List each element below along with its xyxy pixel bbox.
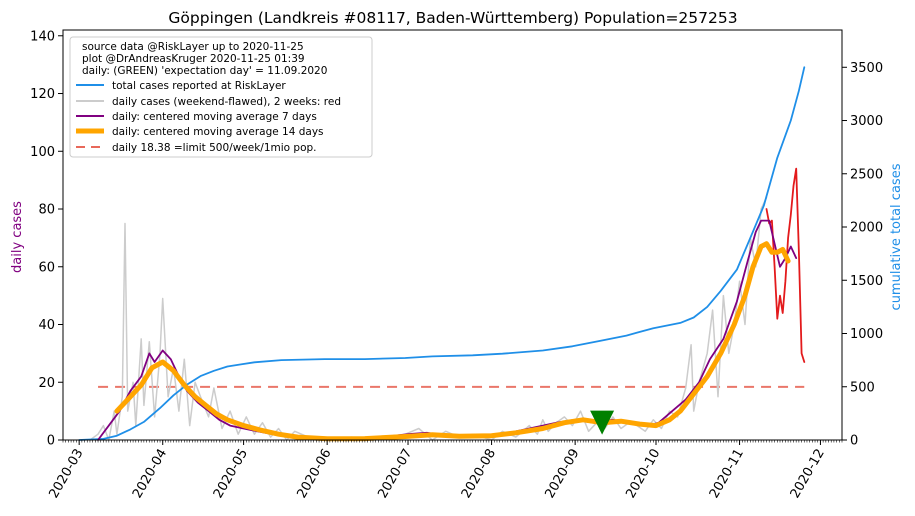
- y-axis-label-left: daily cases: [10, 201, 25, 273]
- series-group: [78, 66, 806, 442]
- legend-label-total: total cases reported at RiskLayer: [112, 80, 286, 92]
- expectation-marker-group: [590, 410, 615, 435]
- left-tick-label: 0: [47, 434, 55, 449]
- x-tick-label: 2020-09: [542, 447, 582, 502]
- left-tick-label: 80: [38, 203, 55, 218]
- right-tick-label: 500: [850, 380, 875, 395]
- legend-label-ma7: daily: centered moving average 7 days: [112, 111, 317, 123]
- legend-label-daily: daily cases (weekend-flawed), 2 weeks: r…: [112, 96, 341, 108]
- left-axis-ticks: 0 20 40 60 80 100 120 140: [30, 29, 63, 449]
- right-tick-label: 3000: [850, 114, 883, 129]
- x-tick-label: 2020-06: [294, 447, 334, 502]
- legend: source data @RiskLayer up to 2020-11-25 …: [69, 36, 373, 158]
- right-axis-ticks: 0 500 1000 1500 2000 2500 3000 3500: [842, 61, 883, 449]
- y-axis-label-right: cumulative total cases: [889, 163, 904, 310]
- right-tick-label: 3500: [850, 61, 883, 76]
- legend-label-limit: daily 18.38 =limit 500/week/1mio pop.: [112, 142, 317, 154]
- right-tick-label: 2000: [850, 221, 883, 236]
- x-tick-label: 2020-10: [623, 447, 663, 502]
- info-line-3: daily: (GREEN) 'expectation day' = 11.09…: [82, 65, 327, 77]
- plot-frame: [62, 29, 843, 441]
- left-tick-label: 20: [38, 376, 55, 391]
- x-tick-label: 2020-12: [788, 447, 828, 502]
- left-tick-label: 140: [30, 29, 55, 44]
- info-line-2: plot @DrAndreasKruger 2020-11-25 01:39: [82, 53, 305, 65]
- right-tick-label: 1000: [850, 327, 883, 342]
- left-tick-label: 60: [38, 260, 55, 275]
- right-tick-label: 1500: [850, 274, 883, 289]
- series-line-total: [78, 66, 806, 441]
- legend-label-ma14: daily: centered moving average 14 days: [112, 126, 324, 138]
- right-tick-label: 0: [850, 434, 858, 449]
- left-tick-label: 120: [30, 87, 55, 102]
- x-tick-label: 2020-03: [46, 447, 86, 502]
- series-line-ma14: [114, 241, 791, 442]
- x-tick-label: 2020-11: [707, 447, 747, 502]
- series-line-daily: [89, 196, 768, 441]
- x-tick-label: 2020-07: [375, 447, 415, 502]
- x-tick-label: 2020-05: [211, 447, 251, 502]
- x-tick-label: 2020-04: [130, 447, 170, 502]
- expectation-day-marker: [590, 410, 615, 435]
- x-tick-label: 2020-08: [459, 447, 499, 502]
- info-line-1: source data @RiskLayer up to 2020-11-25: [82, 41, 304, 53]
- left-tick-label: 100: [30, 145, 55, 160]
- series-line-daily-recent: [765, 167, 806, 363]
- x-axis-ticks: 2020-03 2020-04 2020-05 2020-06 2020-07 2020-…: [46, 440, 843, 502]
- legend-box: [69, 36, 373, 158]
- left-tick-label: 40: [38, 318, 55, 333]
- chart-title: Göppingen (Landkreis #08117, Baden-Württ…: [168, 9, 737, 27]
- right-tick-label: 2500: [850, 167, 883, 182]
- series-line-ma7: [97, 219, 798, 441]
